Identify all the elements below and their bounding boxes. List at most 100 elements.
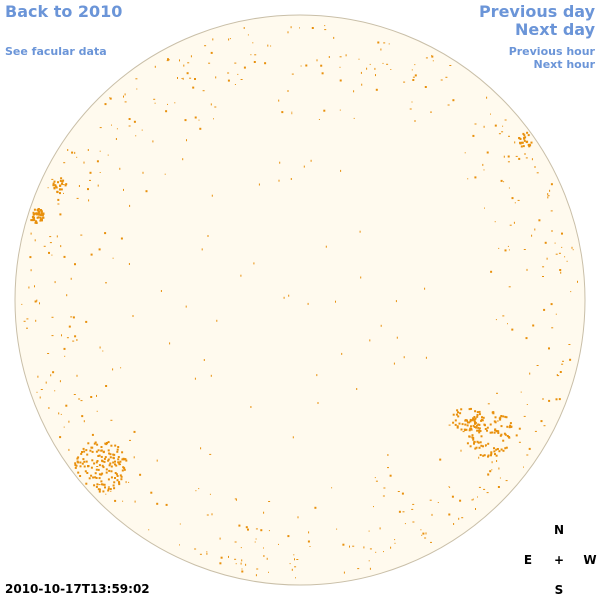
- facula-point: [124, 93, 126, 96]
- facula-point: [507, 161, 510, 163]
- facula-point: [475, 426, 478, 429]
- next-day-link[interactable]: Next day: [515, 20, 595, 39]
- facula-point: [518, 157, 521, 160]
- facula-point: [60, 413, 62, 415]
- facula-point: [228, 555, 229, 558]
- facula-point: [490, 452, 493, 455]
- facula-point: [76, 197, 79, 199]
- next-hour-link[interactable]: Next hour: [533, 58, 596, 71]
- facula-point: [412, 521, 415, 523]
- facula-point: [472, 498, 474, 500]
- facula-point: [107, 449, 110, 452]
- facula-point: [454, 419, 457, 422]
- facula-point: [511, 197, 514, 200]
- back-to-year-link[interactable]: Back to 2010: [5, 2, 123, 21]
- facula-point: [142, 171, 144, 174]
- previous-day-link[interactable]: Previous day: [478, 2, 595, 21]
- facula-point: [107, 458, 110, 461]
- facula-point: [31, 219, 34, 222]
- facula-point: [466, 419, 468, 422]
- faculae-layer: [21, 25, 578, 579]
- facula-point: [287, 535, 290, 538]
- facula-point: [287, 90, 289, 92]
- facula-point: [476, 414, 479, 416]
- facula-point: [164, 173, 166, 175]
- facula-point: [353, 117, 355, 119]
- facula-point: [480, 444, 483, 447]
- facula-point: [263, 547, 264, 549]
- facula-point: [449, 486, 451, 488]
- facula-point: [139, 473, 142, 476]
- facula-point: [94, 441, 97, 444]
- facula-point: [318, 119, 320, 120]
- facula-point: [487, 403, 490, 405]
- facula-point: [528, 143, 531, 146]
- facula-point: [263, 511, 265, 514]
- facula-point: [57, 198, 60, 201]
- facula-point: [496, 392, 498, 394]
- facula-point: [58, 412, 60, 415]
- facula-point: [122, 466, 125, 469]
- facula-point: [194, 78, 196, 80]
- facula-point: [83, 450, 86, 453]
- facula-point: [524, 153, 526, 155]
- facula-point: [386, 63, 389, 65]
- facula-point: [258, 183, 260, 186]
- facula-point: [187, 62, 190, 64]
- facula-point: [247, 34, 249, 36]
- facula-point: [111, 124, 112, 126]
- facula-point: [383, 551, 384, 553]
- facula-point: [121, 458, 124, 461]
- facula-point: [424, 86, 427, 88]
- facula-point: [472, 417, 475, 420]
- facula-point: [264, 62, 267, 65]
- facula-point: [499, 434, 502, 437]
- facula-point: [267, 44, 269, 47]
- facular-data-link[interactable]: See facular data: [5, 45, 107, 58]
- facula-point: [519, 138, 522, 140]
- facula-point: [479, 454, 482, 456]
- facula-point: [448, 486, 450, 488]
- facula-point: [297, 516, 299, 519]
- facula-point: [234, 62, 237, 64]
- facula-point: [505, 416, 508, 419]
- facula-point: [96, 410, 98, 412]
- facula-point: [204, 45, 207, 47]
- facula-point: [395, 300, 397, 303]
- previous-hour-link[interactable]: Previous hour: [508, 45, 595, 58]
- facula-point: [87, 442, 90, 445]
- facula-point: [33, 212, 36, 215]
- facula-point: [52, 371, 55, 374]
- facula-point: [199, 553, 202, 555]
- facula-point: [120, 367, 122, 369]
- facula-point: [135, 78, 138, 80]
- facula-point: [291, 111, 293, 113]
- facula-point: [99, 346, 101, 349]
- facula-point: [169, 342, 171, 345]
- facula-point: [201, 248, 203, 251]
- facula-point: [228, 38, 230, 41]
- facula-point: [542, 276, 544, 277]
- facula-point: [453, 523, 455, 525]
- facula-point: [49, 242, 52, 244]
- facula-point: [241, 568, 243, 570]
- facula-point: [96, 460, 99, 462]
- facula-point: [496, 448, 499, 450]
- facula-point: [505, 446, 508, 449]
- facula-point: [466, 424, 469, 427]
- facula-point: [195, 490, 197, 492]
- facula-point: [534, 166, 536, 168]
- facula-point: [478, 413, 481, 416]
- facula-point: [353, 90, 355, 93]
- facula-point: [490, 270, 493, 273]
- facula-point: [29, 256, 32, 259]
- facula-point: [559, 371, 562, 373]
- facula-point: [194, 548, 197, 550]
- facula-point: [98, 490, 101, 493]
- facula-point: [174, 102, 176, 104]
- facula-point: [128, 481, 130, 483]
- facula-point: [452, 99, 455, 102]
- facula-point: [97, 449, 100, 452]
- facula-point: [166, 60, 169, 62]
- facula-point: [136, 88, 138, 90]
